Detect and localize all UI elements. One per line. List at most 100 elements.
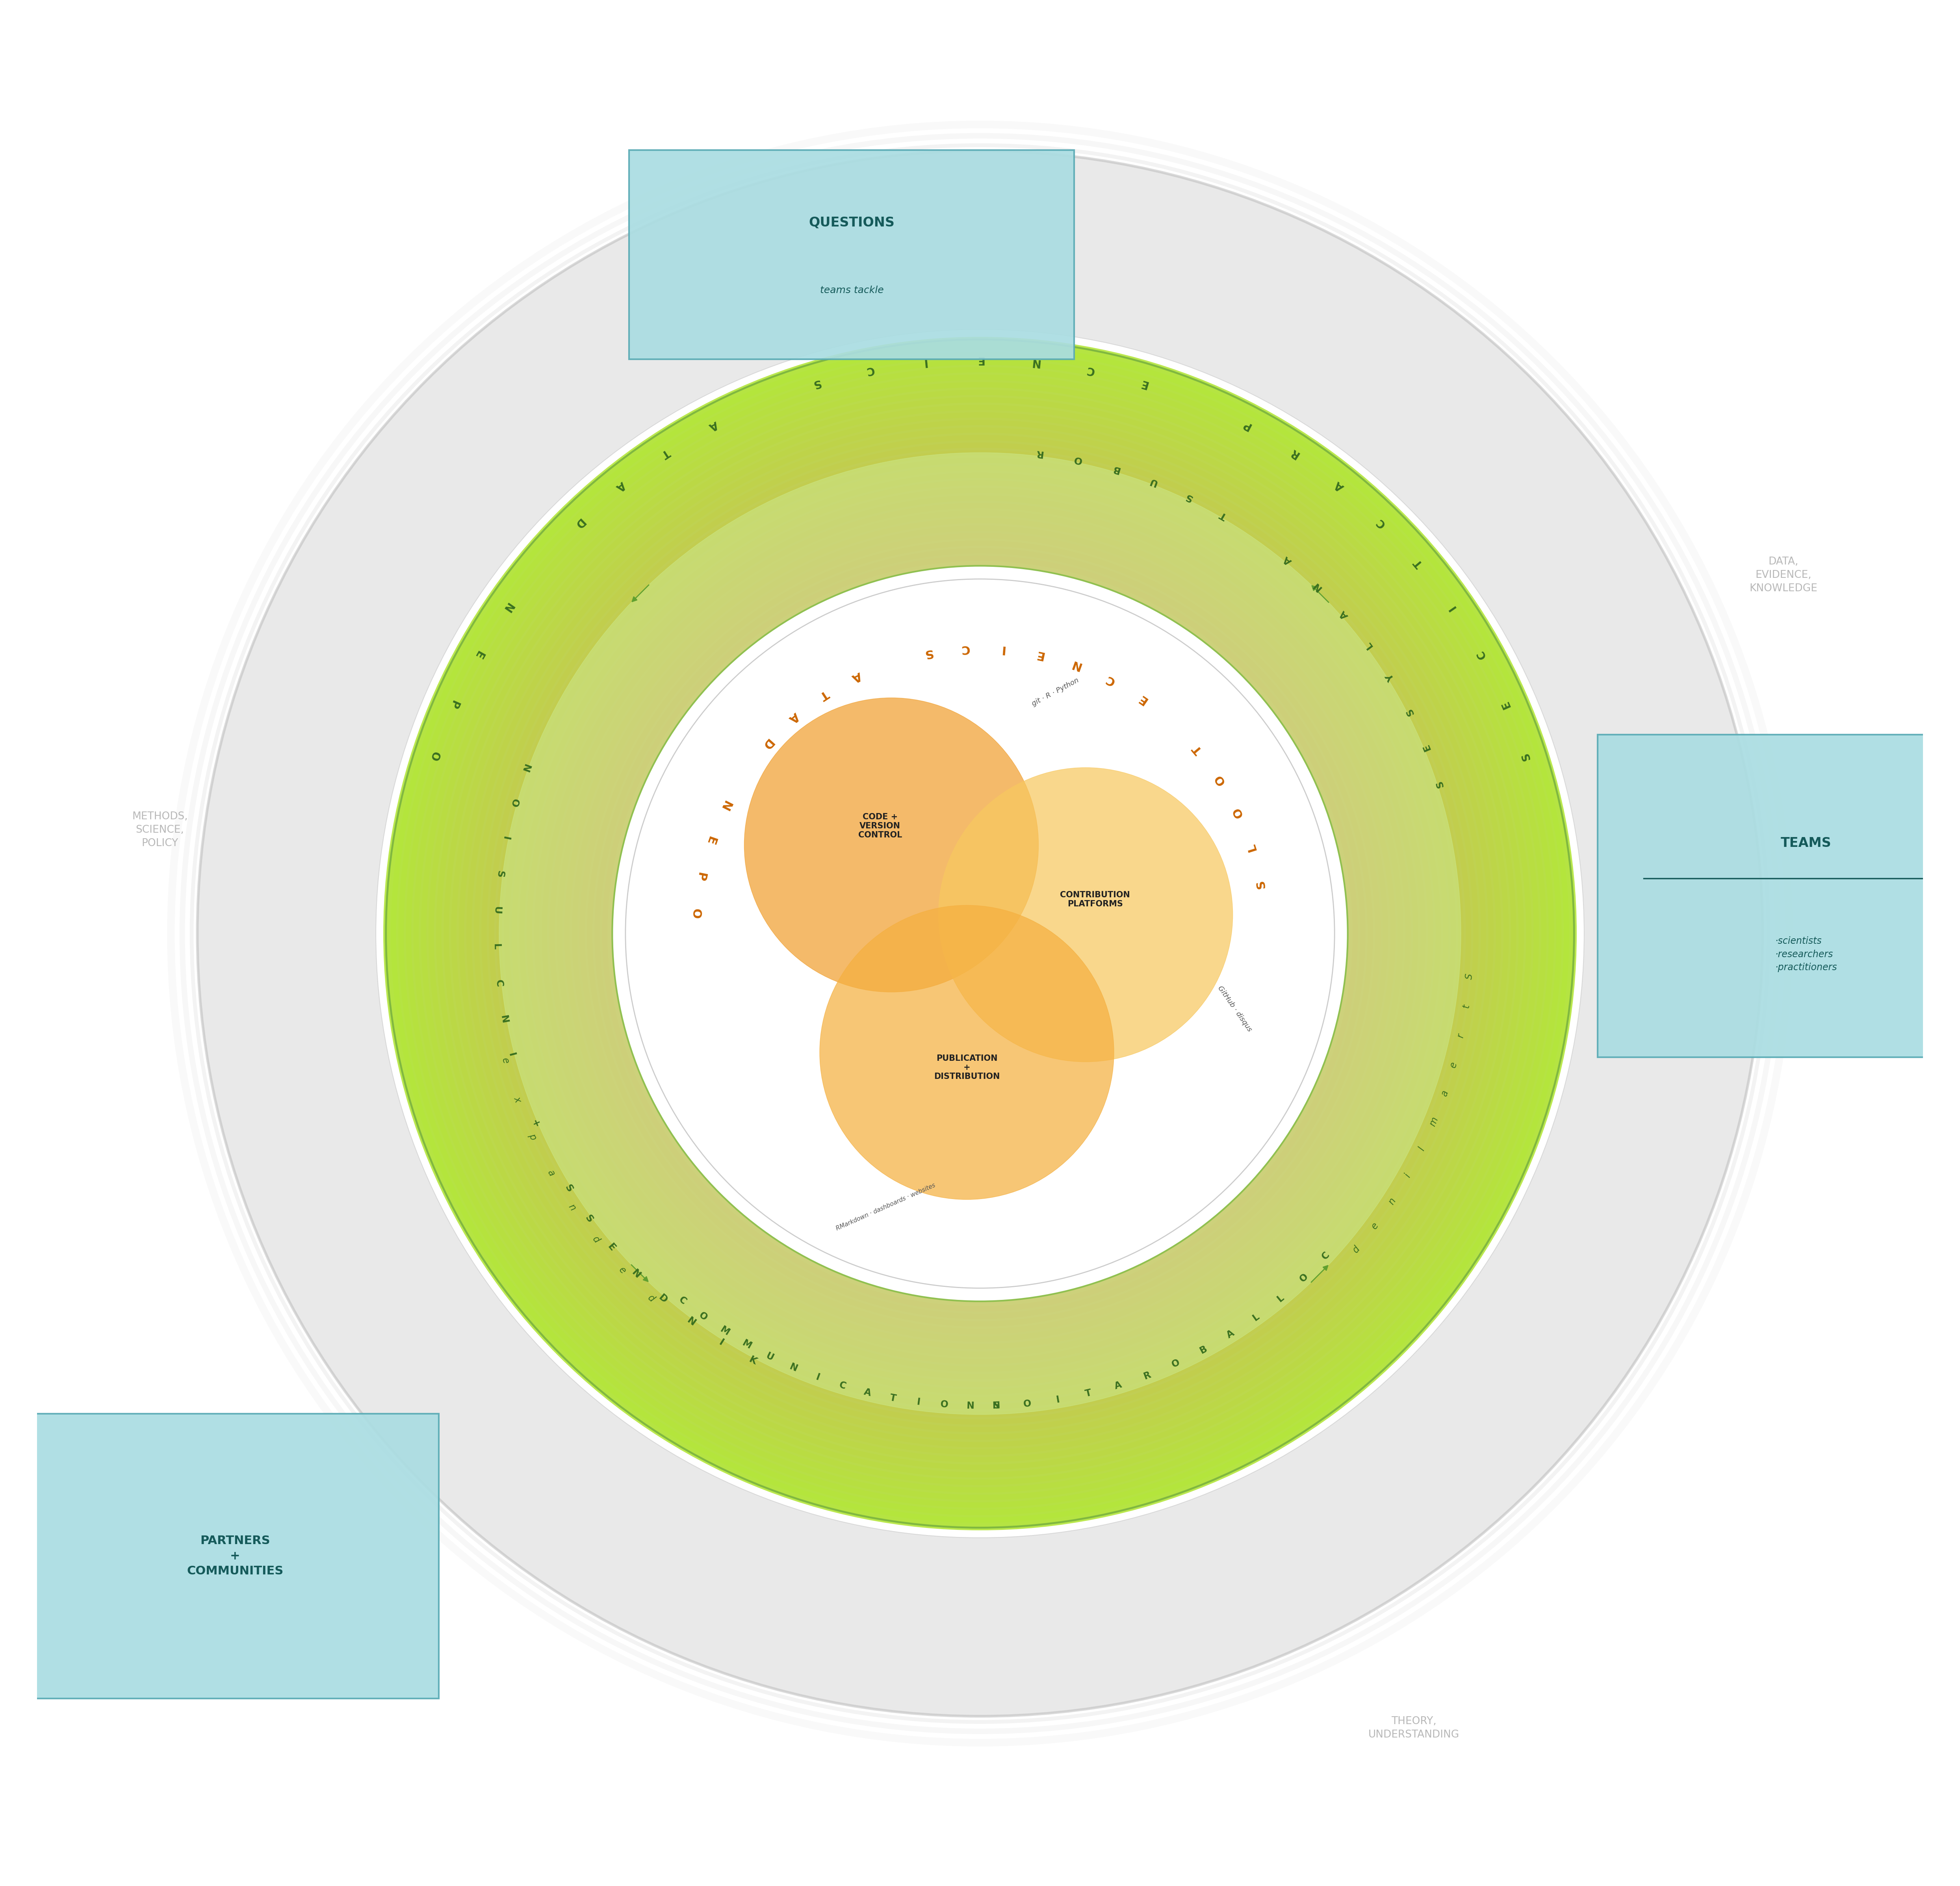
Text: A: A — [1113, 1381, 1123, 1392]
Text: A: A — [1333, 479, 1347, 492]
Text: O: O — [1023, 1399, 1031, 1409]
Text: GitHub · disqus: GitHub · disqus — [1217, 984, 1252, 1034]
Text: N: N — [1070, 658, 1082, 671]
Text: S: S — [923, 647, 933, 660]
Text: p: p — [527, 1132, 539, 1141]
Text: S: S — [1403, 707, 1415, 717]
Text: O: O — [1213, 773, 1227, 786]
Text: I: I — [1056, 1394, 1060, 1405]
Circle shape — [612, 566, 1348, 1301]
Text: x: x — [512, 1096, 523, 1103]
Text: I: I — [500, 835, 512, 841]
Text: C: C — [1103, 673, 1117, 687]
Text: T: T — [1192, 743, 1205, 756]
Text: N: N — [519, 762, 531, 773]
Text: i: i — [1403, 1171, 1413, 1179]
Text: C: C — [960, 643, 970, 654]
Text: S: S — [1519, 751, 1533, 762]
Text: C: C — [1086, 364, 1096, 377]
Text: N: N — [992, 1401, 1000, 1411]
Text: e: e — [500, 1056, 512, 1066]
Text: E: E — [1137, 692, 1149, 705]
Text: E: E — [1421, 743, 1433, 753]
Text: O: O — [1072, 455, 1082, 466]
Text: E: E — [704, 835, 717, 847]
Text: a: a — [545, 1167, 557, 1177]
Text: R: R — [1143, 1369, 1152, 1381]
Text: S: S — [1254, 879, 1268, 890]
Text: O: O — [690, 909, 702, 918]
Text: P: P — [447, 698, 461, 711]
Text: L: L — [1250, 1311, 1260, 1322]
Text: THEORY,
UNDERSTANDING: THEORY, UNDERSTANDING — [1368, 1716, 1460, 1741]
Text: I: I — [506, 1052, 517, 1058]
Text: l: l — [1417, 1145, 1427, 1152]
Text: L: L — [1245, 843, 1258, 852]
Text: A: A — [613, 479, 627, 492]
Text: A: A — [1339, 609, 1350, 620]
Text: d: d — [1350, 1245, 1362, 1254]
Text: n: n — [566, 1201, 578, 1213]
Text: T: T — [1084, 1388, 1092, 1399]
Text: P: P — [1241, 419, 1252, 432]
Text: T: T — [1219, 509, 1229, 521]
Text: L: L — [1362, 639, 1374, 651]
Text: e: e — [1448, 1060, 1458, 1069]
Text: E: E — [976, 355, 984, 366]
Text: S: S — [584, 1213, 596, 1224]
Text: C: C — [864, 364, 874, 377]
Text: D: D — [572, 515, 586, 530]
Text: B: B — [1198, 1345, 1209, 1356]
Text: n: n — [1386, 1196, 1397, 1207]
Text: O: O — [1170, 1358, 1182, 1369]
Text: O: O — [941, 1399, 949, 1409]
Text: I: I — [717, 1337, 725, 1347]
Text: N: N — [788, 1362, 800, 1373]
Text: B: B — [1111, 464, 1121, 475]
Circle shape — [939, 768, 1233, 1062]
Text: git · R · Python: git · R · Python — [1031, 677, 1080, 707]
Text: DATA,
EVIDENCE,
KNOWLEDGE: DATA, EVIDENCE, KNOWLEDGE — [1750, 556, 1817, 594]
Text: E: E — [1139, 377, 1149, 390]
Text: C: C — [1319, 1250, 1331, 1262]
Text: R: R — [1288, 447, 1301, 460]
Text: P: P — [694, 871, 708, 883]
Text: N: N — [686, 1316, 698, 1328]
Text: r: r — [1456, 1034, 1466, 1039]
Text: O: O — [1298, 1271, 1309, 1284]
Text: S: S — [494, 869, 506, 879]
Text: CODE +
VERSION
CONTROL: CODE + VERSION CONTROL — [858, 813, 902, 839]
Text: teams tackle: teams tackle — [819, 285, 884, 296]
Text: C: C — [494, 979, 504, 988]
Text: QUESTIONS: QUESTIONS — [809, 215, 894, 228]
Text: E: E — [1499, 698, 1513, 709]
Text: U: U — [1147, 475, 1158, 487]
Text: M: M — [741, 1339, 753, 1350]
Text: A: A — [862, 1386, 872, 1398]
Text: O: O — [508, 798, 519, 807]
Text: I: I — [815, 1373, 821, 1382]
Text: I: I — [921, 356, 927, 368]
Text: t: t — [1460, 1003, 1470, 1009]
Text: R: R — [1035, 449, 1043, 458]
Text: O: O — [1231, 805, 1247, 820]
Text: T: T — [890, 1392, 898, 1403]
Text: N: N — [629, 1267, 643, 1281]
Text: RMarkdown · dashboards · websites: RMarkdown · dashboards · websites — [835, 1183, 937, 1232]
Text: K: K — [747, 1354, 759, 1367]
Text: I: I — [1000, 643, 1005, 654]
Text: O: O — [698, 1311, 710, 1322]
Text: E: E — [472, 649, 484, 660]
FancyBboxPatch shape — [1597, 736, 1960, 1056]
Circle shape — [500, 453, 1460, 1414]
Text: A: A — [786, 709, 802, 724]
Text: S: S — [811, 377, 821, 390]
Text: I: I — [1446, 604, 1458, 613]
Text: N: N — [717, 798, 733, 813]
Circle shape — [625, 579, 1335, 1288]
Text: S: S — [1435, 779, 1446, 788]
Text: C: C — [1374, 517, 1388, 530]
Text: A: A — [851, 670, 862, 683]
Text: N: N — [1311, 581, 1323, 592]
Text: METHODS,
SCIENCE,
POLICY: METHODS, SCIENCE, POLICY — [131, 811, 188, 849]
